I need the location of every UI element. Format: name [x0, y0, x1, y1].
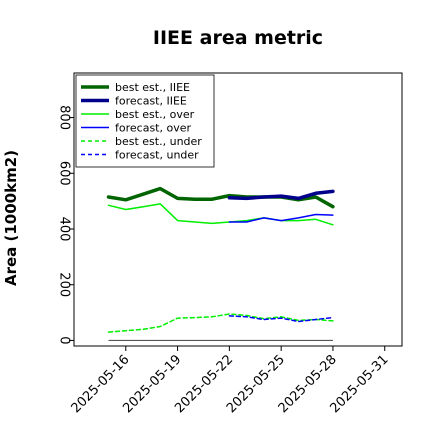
legend-label-1: best est., IIEE	[115, 81, 190, 94]
y-tick-label: 400	[57, 217, 72, 242]
series-line-2	[227, 189, 335, 201]
series-line-4	[228, 213, 334, 223]
y-tick-label: 200	[57, 272, 72, 297]
y-tick-label: 800	[57, 105, 72, 130]
y-axis-label: Area (1000km2)	[2, 150, 20, 286]
series-line-6	[228, 315, 334, 323]
legend-label-5: best est., under	[115, 135, 202, 148]
x-ticks-layer: 2025-05-162025-05-192025-05-222025-05-25…	[69, 346, 392, 416]
y-ticks-layer: 0 200 400 600 800	[57, 105, 74, 345]
legend-label-2: forecast, IIEE	[115, 95, 187, 108]
legend-box	[75, 74, 215, 168]
series-line-3	[107, 203, 334, 226]
legend-label-4: forecast, over	[115, 122, 191, 135]
series-layer	[106, 186, 335, 333]
y-tick-label: 0	[57, 336, 72, 344]
series-line-5	[107, 313, 334, 333]
y-tick-label: 600	[57, 161, 72, 186]
chart-title: IIEE area metric	[153, 27, 323, 49]
legend-label-6: forecast, under	[115, 149, 199, 162]
legend-label-3: best est., over	[115, 108, 195, 121]
plot-frame	[73, 72, 403, 347]
